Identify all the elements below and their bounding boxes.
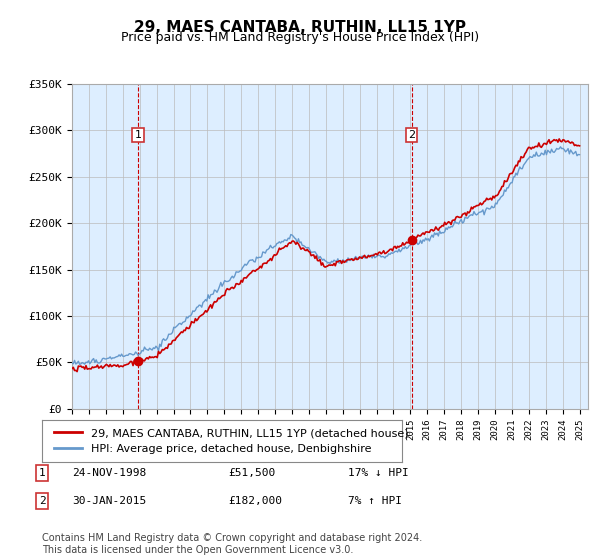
- Text: 2: 2: [408, 130, 415, 140]
- Text: 17% ↓ HPI: 17% ↓ HPI: [348, 468, 409, 478]
- Text: £182,000: £182,000: [228, 496, 282, 506]
- Text: 30-JAN-2015: 30-JAN-2015: [72, 496, 146, 506]
- Text: Contains HM Land Registry data © Crown copyright and database right 2024.
This d: Contains HM Land Registry data © Crown c…: [42, 533, 422, 555]
- Text: 1: 1: [38, 468, 46, 478]
- Text: 1: 1: [134, 130, 142, 140]
- Text: 2: 2: [38, 496, 46, 506]
- Text: £51,500: £51,500: [228, 468, 275, 478]
- Text: Price paid vs. HM Land Registry's House Price Index (HPI): Price paid vs. HM Land Registry's House …: [121, 31, 479, 44]
- Text: 24-NOV-1998: 24-NOV-1998: [72, 468, 146, 478]
- Text: 7% ↑ HPI: 7% ↑ HPI: [348, 496, 402, 506]
- Text: 29, MAES CANTABA, RUTHIN, LL15 1YP: 29, MAES CANTABA, RUTHIN, LL15 1YP: [134, 20, 466, 35]
- Legend: 29, MAES CANTABA, RUTHIN, LL15 1YP (detached house), HPI: Average price, detache: 29, MAES CANTABA, RUTHIN, LL15 1YP (deta…: [51, 425, 412, 457]
